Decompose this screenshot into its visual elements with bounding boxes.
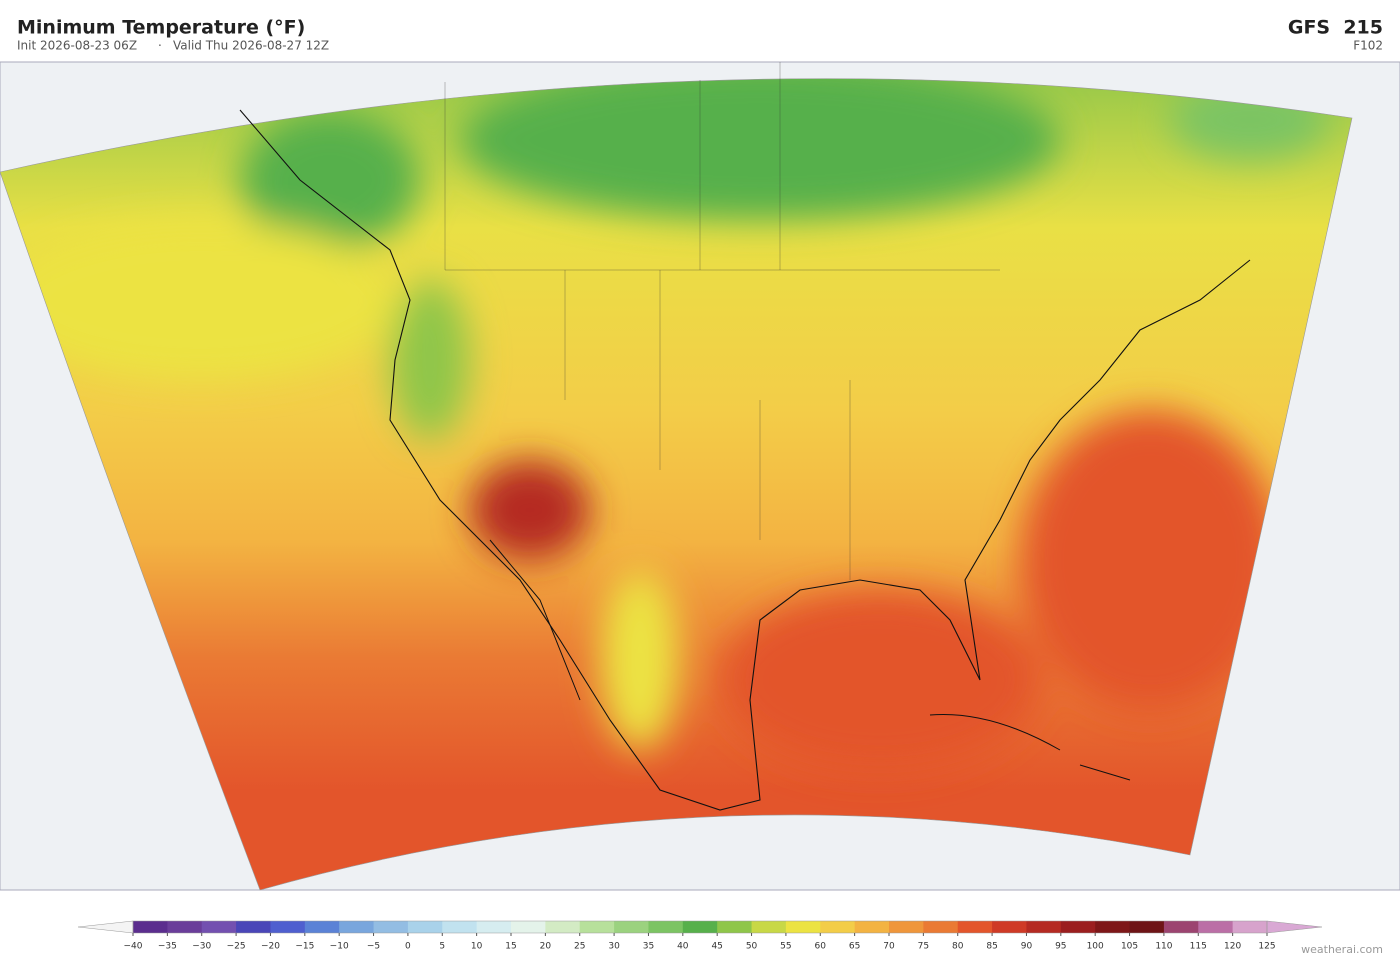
field-cool	[390, 280, 470, 440]
temperature-field	[0, 78, 1352, 890]
color-bin	[820, 921, 856, 933]
tick-label: −15	[295, 942, 314, 952]
tick-label: 25	[574, 942, 585, 952]
color-bin	[373, 921, 409, 933]
field-cool	[460, 78, 1060, 220]
tick-label: 35	[643, 942, 654, 952]
coastline	[239, 109, 1251, 811]
field-hot	[470, 460, 590, 560]
model-name: GFS 215	[1288, 17, 1383, 39]
tick-label: −25	[227, 942, 246, 952]
tick-label: 0	[405, 942, 411, 952]
colorbar: −40 −35 −30 −25 −20 −15 −10 −5 0 5 10 15 20 25 30 35 40 4…	[77, 920, 1323, 952]
tick-label: 95	[1055, 942, 1066, 952]
tick-label: 110	[1155, 942, 1172, 952]
tick-label: 105	[1121, 942, 1138, 952]
color-bin	[889, 921, 924, 933]
over-extension	[1266, 920, 1323, 934]
field-mild	[0, 220, 400, 380]
color-bin	[304, 921, 340, 933]
tick-label: 70	[883, 942, 895, 952]
color-bin	[751, 921, 787, 933]
tick-label: 55	[780, 942, 791, 952]
color-bin	[1095, 921, 1131, 933]
color-bin	[854, 921, 890, 933]
color-bin	[614, 921, 649, 933]
tick-label: 50	[746, 942, 758, 952]
map-title: Minimum Temperature (°F)	[17, 17, 305, 39]
color-bin	[1129, 921, 1165, 933]
tick-label: 20	[540, 942, 552, 952]
tick-label: 100	[1087, 942, 1104, 952]
color-bin	[511, 921, 546, 933]
color-bin	[236, 921, 271, 933]
color-bin	[545, 921, 581, 933]
tick-label: −35	[158, 942, 177, 952]
tick-label: 10	[471, 942, 483, 952]
tick-label: 80	[952, 942, 964, 952]
tick-label: 15	[505, 942, 516, 952]
color-bin	[1198, 921, 1234, 933]
color-bin	[1026, 921, 1062, 933]
color-bin	[201, 921, 237, 933]
field-mild	[600, 570, 680, 750]
tick-label: 115	[1190, 942, 1207, 952]
color-bin	[785, 921, 821, 933]
tick-label: −5	[367, 942, 380, 952]
tick-label: 5	[439, 942, 445, 952]
forecast-hour: F102	[1353, 39, 1383, 53]
color-bin	[270, 921, 306, 933]
tick-label: 120	[1224, 942, 1241, 952]
tick-label: 125	[1258, 942, 1275, 952]
color-bin	[339, 921, 375, 933]
tick-label: 85	[986, 942, 997, 952]
separator: ·	[158, 39, 162, 53]
color-bin	[476, 921, 512, 933]
under-extension	[77, 920, 134, 934]
tick-label: 65	[849, 942, 860, 952]
color-bin	[1060, 921, 1096, 933]
tick-label: 75	[918, 942, 929, 952]
valid-time: Valid Thu 2026-08-27 12Z	[173, 39, 329, 53]
coastline	[929, 713, 1131, 781]
color-bin	[442, 921, 478, 933]
tick-label: −30	[192, 942, 211, 952]
color-bin	[992, 921, 1027, 933]
tick-label: 30	[608, 942, 620, 952]
color-bin	[579, 921, 615, 933]
color-bin	[682, 921, 718, 933]
tick-label: 60	[815, 942, 827, 952]
color-bin	[648, 921, 684, 933]
color-bin	[133, 921, 168, 933]
field-cool	[240, 110, 420, 250]
color-bin	[717, 921, 753, 933]
tick-label: −40	[124, 942, 143, 952]
color-bin	[167, 921, 203, 933]
colorbar-frame	[132, 920, 1268, 934]
color-bin	[1163, 921, 1199, 933]
field-warm	[1020, 410, 1280, 710]
coastline	[489, 539, 581, 701]
domain-outline	[0, 78, 1353, 891]
tick-label: 90	[1021, 942, 1033, 952]
tick-label: 45	[711, 942, 722, 952]
color-bin	[923, 921, 959, 933]
tick-label: −10	[330, 942, 349, 952]
credit: weatherai.com	[1301, 943, 1383, 956]
field-warm	[720, 590, 1040, 770]
tick-label: 40	[677, 942, 689, 952]
color-bin	[407, 921, 443, 933]
init-time: Init 2026-08-23 06Z	[17, 39, 137, 53]
boundaries	[444, 62, 1000, 580]
color-bin	[1232, 921, 1268, 933]
color-bin	[957, 921, 993, 933]
tick-label: −20	[261, 942, 280, 952]
